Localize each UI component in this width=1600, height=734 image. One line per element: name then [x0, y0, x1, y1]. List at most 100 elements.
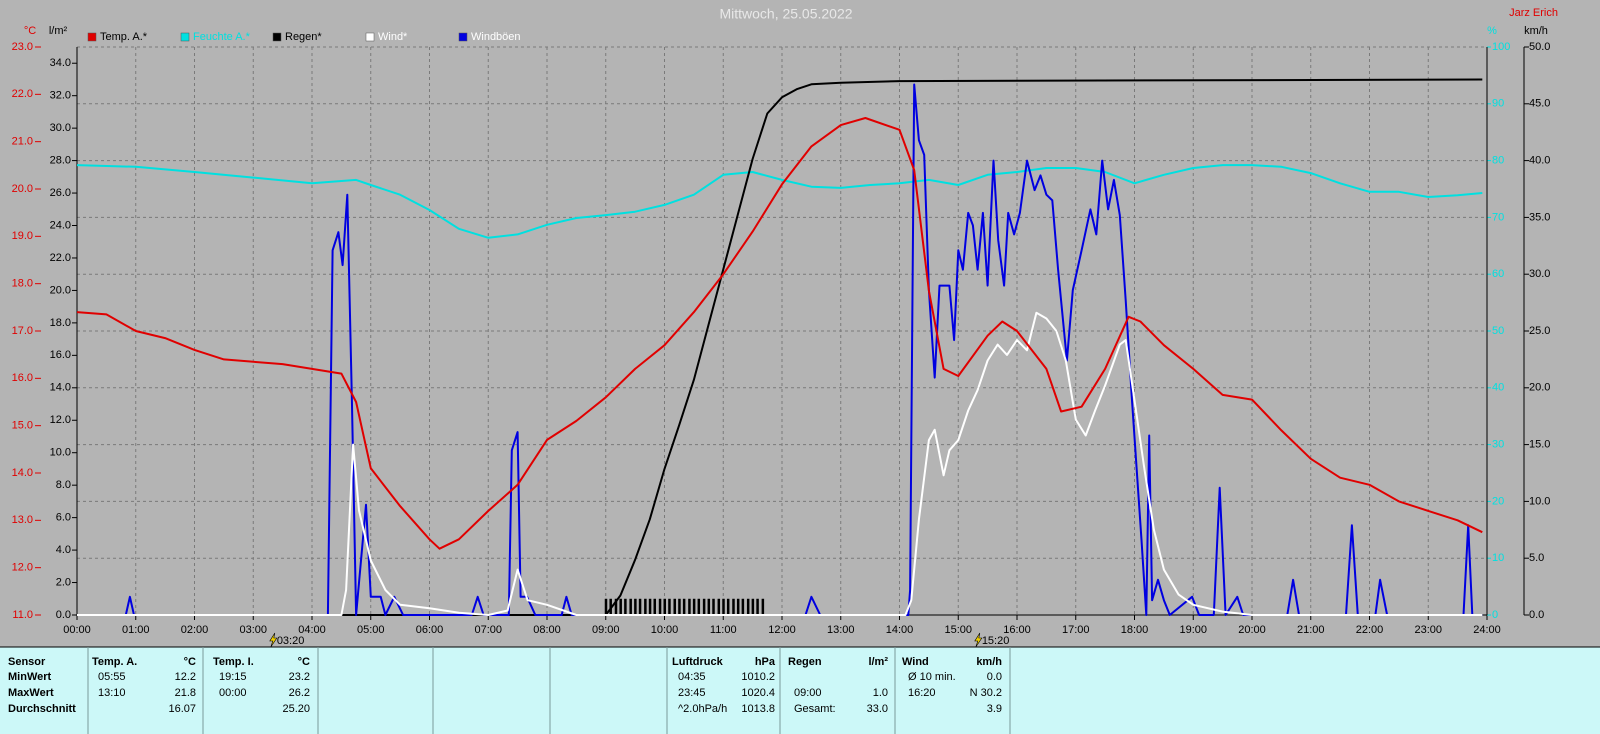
x-tick-label: 02:00 — [181, 624, 209, 636]
stats-cell-value: 1020.4 — [741, 687, 775, 699]
stats-row-label: MaxWert — [8, 687, 54, 699]
stats-cell-label: Ø 10 min. — [908, 671, 956, 683]
rain-bar — [692, 598, 696, 615]
rain-bar — [712, 598, 715, 615]
y-tick-label: 10.0 — [50, 447, 71, 459]
series-line — [77, 78, 1483, 616]
series-line — [76, 164, 1483, 239]
stats-cell-label: ^2.0hPa/h — [678, 703, 727, 715]
y-tick-label: 0.0 — [56, 609, 71, 621]
rain-bar — [604, 598, 608, 615]
y-tick-label: 14.0 — [50, 382, 71, 394]
stats-cell-value: 1.0 — [873, 687, 888, 699]
y3-axis-unit: % — [1487, 25, 1497, 37]
y-tick-label: 50.0 — [1529, 41, 1550, 53]
stats-cell-value: 26.2 — [289, 687, 310, 699]
x-tick-label: 21:00 — [1297, 624, 1325, 636]
x-tick-label: 13:00 — [827, 624, 855, 636]
x-tick-label: 05:00 — [357, 624, 385, 636]
rain-bar — [678, 598, 681, 615]
stats-cell-label: 00:00 — [219, 687, 247, 699]
y-tick-label: 24.0 — [50, 219, 71, 231]
y-axis-unit: °C — [24, 25, 36, 37]
y-tick-label: 32.0 — [50, 90, 71, 102]
stats-cell-value: 16.07 — [168, 703, 196, 715]
x-tick-label: 03:00 — [239, 624, 267, 636]
stats-unit: °C — [298, 656, 310, 668]
y2-axis-unit: l/m² — [49, 25, 68, 37]
y-tick-label: 5.0 — [1529, 552, 1544, 564]
y-tick-label: 17.0 — [12, 325, 33, 337]
rain-bar — [658, 598, 662, 615]
stats-cell-value: 3.9 — [987, 703, 1002, 715]
chart-background — [0, 0, 1600, 647]
stats-row-label: Durchschnitt — [8, 703, 76, 715]
stats-cell-value: 12.2 — [175, 671, 196, 683]
rain-bar — [619, 598, 622, 615]
y-tick-label: 15.0 — [1529, 439, 1550, 451]
y-tick-label: 0.0 — [1529, 609, 1544, 621]
stats-cell-label: 13:10 — [98, 687, 126, 699]
y-tick-label: 16.0 — [50, 349, 71, 361]
rain-bar — [761, 598, 765, 615]
y-tick-label: 12.0 — [12, 562, 33, 574]
stats-cell-value: 1013.8 — [741, 703, 775, 715]
stats-unit: km/h — [976, 656, 1002, 668]
y-tick-label: 18.0 — [12, 278, 33, 290]
rain-bar — [736, 598, 740, 615]
x-tick-label: 00:00 — [63, 624, 91, 636]
rain-bar — [638, 598, 642, 615]
legend-swatch — [87, 32, 97, 42]
author: Jarz Erich — [1509, 7, 1558, 19]
rain-bar — [648, 598, 652, 615]
stats-cell-label: 19:15 — [219, 671, 247, 683]
x-tick-label: 12:00 — [768, 624, 796, 636]
stats-row-label: MinWert — [8, 671, 52, 683]
rain-bar — [717, 598, 721, 615]
legend-label: Windböen — [471, 31, 521, 43]
rain-bar — [668, 598, 671, 615]
stats-cell-value: 1010.2 — [741, 671, 775, 683]
stats-cell-value: 23.2 — [289, 671, 310, 683]
stats-cell-label: 16:20 — [908, 687, 936, 699]
y-tick-label: 11.0 — [12, 609, 33, 621]
stats-cell-value: 33.0 — [867, 703, 888, 715]
legend-label: Regen* — [285, 31, 322, 43]
y-tick-label: 80 — [1492, 155, 1504, 167]
stats-header: Temp. I. — [213, 656, 254, 668]
y-tick-label: 30 — [1492, 439, 1504, 451]
y-tick-label: 30.0 — [1529, 268, 1550, 280]
stats-cell-label: 23:45 — [678, 687, 706, 699]
stats-panel — [0, 647, 1600, 734]
x-tick-label: 20:00 — [1238, 624, 1266, 636]
rain-bar — [634, 598, 637, 615]
rain-bar — [624, 598, 627, 615]
x-tick-label: 19:00 — [1179, 624, 1207, 636]
x-tick-label: 17:00 — [1062, 624, 1090, 636]
x-tick-label: 16:00 — [1003, 624, 1031, 636]
legend-swatch — [272, 32, 282, 42]
x-tick-label: 07:00 — [474, 624, 502, 636]
x-tick-label: 09:00 — [592, 624, 620, 636]
rain-bar — [644, 598, 647, 615]
y-tick-label: 50 — [1492, 325, 1504, 337]
legend-swatch — [458, 32, 468, 42]
y-tick-label: 6.0 — [56, 512, 71, 524]
stats-unit: hPa — [755, 656, 776, 668]
y-tick-label: 10.0 — [1529, 495, 1550, 507]
stats-header: Temp. A. — [92, 656, 137, 668]
rain-bar — [697, 598, 701, 615]
y-tick-label: 34.0 — [50, 57, 71, 69]
x-tick-label: 23:00 — [1414, 624, 1442, 636]
y-tick-label: 0 — [1492, 609, 1498, 621]
rain-bar — [746, 598, 750, 615]
chart-title: Mittwoch, 25.05.2022 — [719, 6, 852, 22]
stats-cell-label: 05:55 — [98, 671, 126, 683]
y-tick-label: 21.0 — [12, 136, 33, 148]
y-tick-label: 15.0 — [12, 420, 33, 432]
legend-label: Feuchte A.* — [193, 31, 251, 43]
y-tick-label: 30.0 — [50, 122, 71, 134]
rain-bar — [707, 598, 711, 615]
legend-swatch — [180, 32, 190, 42]
